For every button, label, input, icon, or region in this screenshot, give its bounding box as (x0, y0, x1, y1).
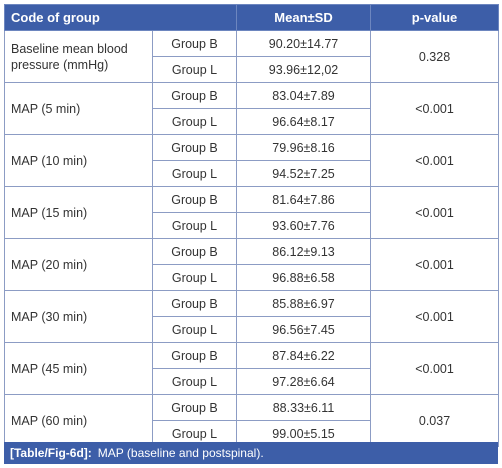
group-l-mean-sd: 96.88±6.58 (236, 264, 372, 291)
table-row: Group L 94.52±7.25 (5, 160, 499, 187)
group-l-mean-sd: 96.56±7.45 (236, 316, 372, 343)
group-l-label: Group L (151, 108, 238, 135)
table-row: MAP (60 min) Group B 88.33±6.11 0.037 (4, 394, 500, 447)
group-l-mean-sd: 96.64±8.17 (236, 108, 372, 135)
table-row: Group L 97.28±6.64 (5, 368, 499, 395)
group-b-label: Group B (151, 342, 238, 369)
header-p-value: p-value (370, 4, 500, 31)
results-table: Code of group Mean±SD p-value Baseline m… (3, 4, 500, 447)
table-body: Baseline mean blood pressure (mmHg) Group… (4, 30, 500, 447)
table-row: MAP (5 min) Group B 83.04±7.89 <0.001 (4, 82, 500, 135)
group-l-label: Group L (151, 264, 238, 291)
table-caption: [Table/Fig-6d]: MAP (baseline and postspi… (4, 442, 498, 464)
group-l-mean-sd: 94.52±7.25 (236, 160, 372, 187)
p-value-cell: 0.037 (370, 394, 500, 447)
group-b-label: Group B (151, 394, 238, 421)
group-b-label: Group B (151, 30, 238, 57)
p-value-cell: <0.001 (370, 290, 500, 343)
group-b-mean-sd: 86.12±9.13 (236, 238, 372, 265)
parameter-cell: MAP (45 min) (4, 342, 153, 395)
p-value-cell: <0.001 (370, 342, 500, 395)
group-l-label: Group L (151, 316, 238, 343)
table-row: MAP (30 min) Group B 85.88±6.97 <0.001 (4, 290, 500, 343)
parameter-cell: Baseline mean blood pressure (mmHg) (4, 30, 153, 83)
parameter-cell: MAP (20 min) (4, 238, 153, 291)
table-row: MAP (10 min) Group B 79.96±8.16 <0.001 (4, 134, 500, 187)
group-b-mean-sd: 83.04±7.89 (236, 82, 372, 109)
group-l-label: Group L (151, 368, 238, 395)
group-b-mean-sd: 90.20±14.77 (236, 30, 372, 57)
group-b-label: Group B (151, 290, 238, 317)
p-value-cell: 0.328 (370, 30, 500, 83)
group-b-mean-sd: 85.88±6.97 (236, 290, 372, 317)
p-value-cell: <0.001 (370, 82, 500, 135)
table-row: Group L 93.60±7.76 (5, 212, 499, 239)
group-l-mean-sd: 93.60±7.76 (236, 212, 372, 239)
group-b-label: Group B (151, 134, 238, 161)
caption-id: [Table/Fig-6d]: (10, 446, 92, 460)
table-row: Baseline mean blood pressure (mmHg) Group… (4, 30, 500, 83)
table-header-row: Code of group Mean±SD p-value (3, 4, 500, 31)
p-value-cell: <0.001 (370, 238, 500, 291)
table-row: Group L 96.64±8.17 (5, 108, 499, 135)
table-row: Group L 93.96±12,02 (5, 56, 499, 83)
group-l-mean-sd: 93.96±12,02 (236, 56, 372, 83)
group-l-label: Group L (151, 56, 238, 83)
group-l-label: Group L (151, 212, 238, 239)
caption-text: MAP (baseline and postspinal). (97, 446, 264, 460)
group-b-label: Group B (151, 82, 238, 109)
table-row: Group L 96.56±7.45 (5, 316, 499, 343)
table-row: MAP (20 min) Group B 86.12±9.13 <0.001 (4, 238, 500, 291)
parameter-cell: MAP (5 min) (4, 82, 153, 135)
parameter-cell: MAP (30 min) (4, 290, 153, 343)
table-row: MAP (45 min) Group B 87.84±6.22 <0.001 (4, 342, 500, 395)
group-b-mean-sd: 81.64±7.86 (236, 186, 372, 213)
p-value-cell: <0.001 (370, 134, 500, 187)
group-b-label: Group B (151, 186, 238, 213)
p-value-cell: <0.001 (370, 186, 500, 239)
group-b-mean-sd: 88.33±6.11 (236, 394, 372, 421)
group-l-mean-sd: 97.28±6.64 (236, 368, 372, 395)
table-row: Group L 96.88±6.58 (5, 264, 499, 291)
group-b-mean-sd: 87.84±6.22 (236, 342, 372, 369)
parameter-cell: MAP (10 min) (4, 134, 153, 187)
parameter-cell: MAP (60 min) (4, 394, 153, 447)
group-b-mean-sd: 79.96±8.16 (236, 134, 372, 161)
header-code-of-group: Code of group (3, 4, 238, 31)
header-mean-sd: Mean±SD (236, 4, 372, 31)
parameter-cell: MAP (15 min) (4, 186, 153, 239)
table-row: MAP (15 min) Group B 81.64±7.86 <0.001 (4, 186, 500, 239)
group-b-label: Group B (151, 238, 238, 265)
group-l-label: Group L (151, 160, 238, 187)
